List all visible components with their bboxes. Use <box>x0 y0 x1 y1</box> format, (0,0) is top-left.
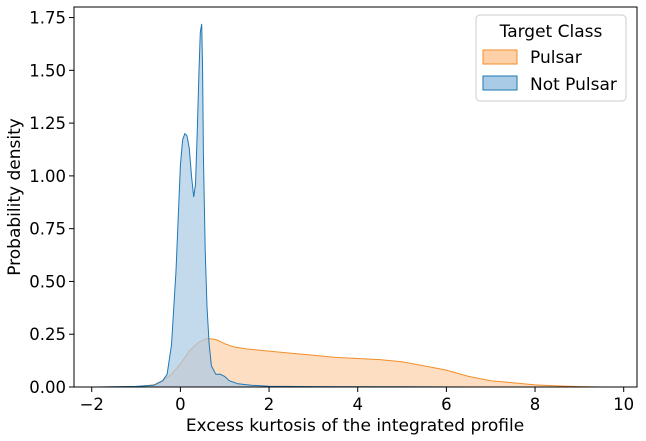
x-tick-label: 0 <box>175 395 186 414</box>
y-tick-label: 0.25 <box>29 325 66 344</box>
legend-label-pulsar: Pulsar <box>530 48 582 68</box>
series-line-not-pulsar <box>96 23 469 388</box>
legend-swatch-not-pulsar <box>482 75 518 91</box>
legend-title: Target Class <box>499 22 603 42</box>
legend: Target Class Pulsar Not Pulsar <box>475 14 627 102</box>
y-axis-label: Probability density <box>5 118 25 276</box>
legend-label-not-pulsar: Not Pulsar <box>530 75 617 95</box>
x-tick-label: −2 <box>80 395 104 414</box>
y-tick-label: 1.50 <box>29 61 66 80</box>
series-area-not-pulsar <box>96 23 469 388</box>
y-tick-label: 1.25 <box>29 114 66 133</box>
x-tick-label: 6 <box>441 395 452 414</box>
y-tick-label: 1.00 <box>29 167 66 186</box>
x-tick-label: 4 <box>352 395 363 414</box>
y-tick-label: 0.75 <box>29 220 66 239</box>
x-tick-label: 8 <box>530 395 541 414</box>
y-tick-label: 0.50 <box>29 272 66 291</box>
x-axis-label: Excess kurtosis of the integrated profil… <box>186 416 524 436</box>
series-area-pulsar <box>100 338 602 387</box>
y-tick-label: 0.00 <box>29 378 66 397</box>
x-tick-label: 2 <box>264 395 275 414</box>
legend-swatch-pulsar <box>482 49 518 65</box>
y-tick-label: 1.75 <box>29 9 66 28</box>
x-tick-label: 10 <box>613 395 634 414</box>
plot-frame <box>73 6 638 388</box>
